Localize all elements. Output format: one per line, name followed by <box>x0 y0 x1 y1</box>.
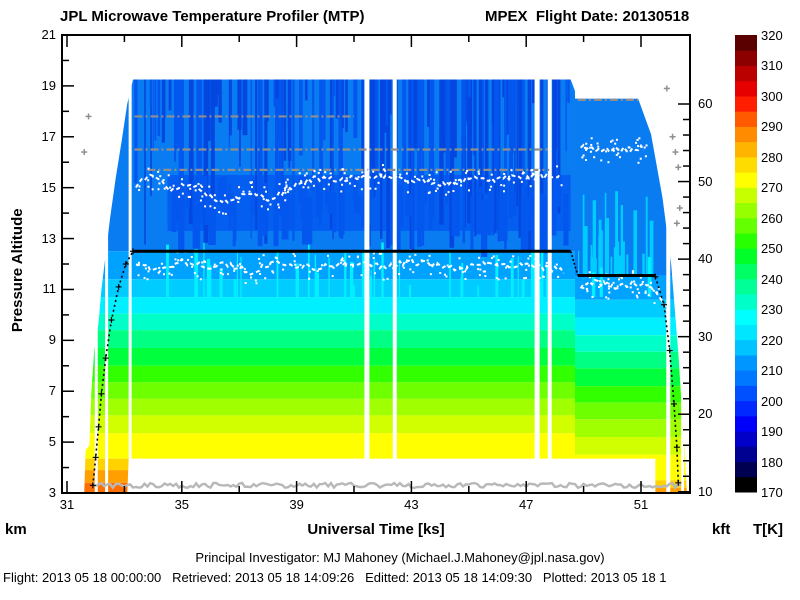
y-tick-label-kft: 40 <box>698 251 713 267</box>
colorbar-tick-label: 230 <box>761 302 783 318</box>
colorbar-unit: T[K] <box>753 521 783 538</box>
y-tick-label-km: 5 <box>48 434 56 450</box>
colorbar-tick-label: 180 <box>761 454 783 470</box>
tropopause-upper <box>135 170 562 204</box>
colorbar-segment <box>735 415 757 432</box>
data-gap <box>547 36 552 492</box>
colorbar-segment <box>735 431 757 447</box>
x-tick-label: 47 <box>518 497 534 512</box>
colorbar-segment <box>735 202 757 219</box>
colorbar-tick-label: 260 <box>761 210 783 226</box>
colorbar-tick-label: 220 <box>761 332 783 348</box>
colorbar-segment <box>735 217 757 234</box>
x-tick-label: 43 <box>404 497 419 512</box>
colorbar-segment <box>735 309 757 325</box>
colorbar-tick-label: 300 <box>761 88 783 104</box>
flight-track-dotted <box>654 276 680 483</box>
y-tick-label-km: 3 <box>48 485 56 500</box>
colorbar-segment <box>735 50 757 66</box>
colorbar-segment <box>735 141 757 158</box>
data-gap <box>128 36 132 492</box>
data-gap <box>534 36 540 492</box>
x-tick-label: 51 <box>633 497 649 512</box>
colorbar-segment <box>735 111 757 127</box>
y-tick-label-km: 13 <box>41 230 56 246</box>
x-tick-label: 31 <box>59 497 75 512</box>
colorbar-tick-label: 240 <box>761 271 783 287</box>
colorbar-segment <box>735 95 757 112</box>
colorbar-segment <box>735 278 757 295</box>
data-gap <box>94 36 98 492</box>
colorbar-segment <box>735 187 757 204</box>
data-gap <box>666 36 671 492</box>
colorbar-segment <box>735 263 757 280</box>
colorbar-segment <box>735 385 757 402</box>
y-tick-label-kft: 10 <box>698 483 713 499</box>
x-axis-label: Universal Time [ks] <box>307 521 445 538</box>
y-tick-label-km: 11 <box>42 281 57 297</box>
colorbar-segment <box>735 80 757 97</box>
colorbar-segment <box>735 370 757 386</box>
y-tick-label-km: 21 <box>41 27 56 42</box>
y-tick-label-kft: 20 <box>698 406 713 422</box>
y-axis-label: Pressure Altitude <box>8 208 26 333</box>
colorbar-segment <box>735 354 757 371</box>
x-tick-label: 35 <box>174 497 190 512</box>
y-tick-label-kft: 50 <box>698 173 713 189</box>
right-axis-unit: kft <box>712 521 731 538</box>
y-tick-label-kft: 30 <box>698 328 713 344</box>
y-tick-label-km: 7 <box>48 383 56 399</box>
surface-temperature-trace <box>92 480 682 490</box>
colorbar-tick-label: 200 <box>761 393 783 409</box>
colorbar-segment <box>735 233 757 249</box>
colorbar-segment <box>735 293 757 310</box>
left-axis-unit: km <box>5 521 27 538</box>
y-tick-label-km: 17 <box>41 128 56 144</box>
data-gap <box>681 36 685 492</box>
colorbar-tick-label: 190 <box>761 424 783 440</box>
colorbar-tick-label: 170 <box>761 485 783 500</box>
chart-title: JPL Microwave Temperature Profiler (MTP) <box>60 8 365 25</box>
data-gap <box>364 36 370 492</box>
colorbar-segment <box>735 126 757 143</box>
colorbar-segment <box>735 446 757 463</box>
colorbar-tick-label: 280 <box>761 149 783 165</box>
principal-investigator-line: Principal Investigator: MJ Mahoney (Mich… <box>195 550 605 565</box>
colorbar-tick-label: 310 <box>761 58 783 74</box>
colorbar-segment <box>735 400 757 417</box>
colorbar-tick-label: 290 <box>761 119 783 135</box>
colorbar-segment <box>735 461 757 478</box>
tropopause-lower-post <box>579 278 668 312</box>
colorbar-segment <box>735 35 757 51</box>
colorbar-segment <box>735 324 757 341</box>
y-tick-label-km: 9 <box>48 332 56 348</box>
colorbar-segment <box>735 476 757 493</box>
flight-date-title: MPEX Flight Date: 20130518 <box>485 8 690 25</box>
colorbar-segment <box>735 248 757 264</box>
colorbar-tick-label: 320 <box>761 28 783 43</box>
status-line: Flight: 2013 05 18 00:00:00 Retrieved: 2… <box>3 570 667 585</box>
colorbar-tick-label: 210 <box>761 363 783 379</box>
colorbar-tick-label: 250 <box>761 241 783 257</box>
colorbar-segment <box>735 172 757 188</box>
data-gap <box>392 36 397 492</box>
y-tick-label-km: 19 <box>41 77 56 93</box>
colorbar-segment <box>735 65 757 82</box>
y-tick-label-km: 15 <box>41 179 56 195</box>
colorbar-segment <box>735 339 757 356</box>
x-tick-label: 39 <box>289 497 304 512</box>
colorbar-segment <box>735 156 757 173</box>
colorbar-tick-label: 270 <box>761 180 783 196</box>
data-gap <box>105 36 109 492</box>
y-tick-label-kft: 60 <box>698 96 713 111</box>
